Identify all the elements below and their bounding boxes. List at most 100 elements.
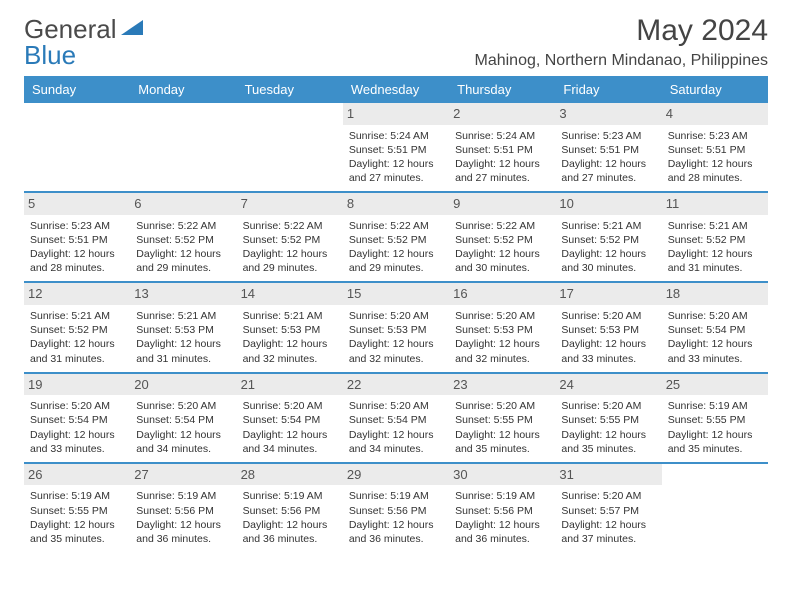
- sunrise-text: Sunrise: 5:19 AM: [136, 489, 230, 503]
- daylight-text: Daylight: 12 hours and 34 minutes.: [349, 428, 443, 456]
- date-number: 25: [662, 374, 768, 396]
- date-number: 15: [343, 283, 449, 305]
- day-cell: 15Sunrise: 5:20 AMSunset: 5:53 PMDayligh…: [343, 283, 449, 371]
- day-cell: 19Sunrise: 5:20 AMSunset: 5:54 PMDayligh…: [24, 374, 130, 462]
- location-text: Mahinog, Northern Mindanao, Philippines: [474, 52, 768, 70]
- sunrise-text: Sunrise: 5:21 AM: [30, 309, 124, 323]
- date-number: 13: [130, 283, 236, 305]
- daylight-text: Daylight: 12 hours and 33 minutes.: [668, 337, 762, 365]
- empty-cell: [237, 103, 343, 191]
- day-header-wednesday: Wednesday: [343, 76, 449, 103]
- sunrise-text: Sunrise: 5:20 AM: [349, 309, 443, 323]
- date-number: 28: [237, 464, 343, 486]
- month-title: May 2024: [474, 14, 768, 48]
- date-number: 29: [343, 464, 449, 486]
- day-info: Sunrise: 5:22 AMSunset: 5:52 PMDaylight:…: [243, 219, 337, 276]
- sunset-text: Sunset: 5:55 PM: [455, 413, 549, 427]
- sunrise-text: Sunrise: 5:20 AM: [561, 309, 655, 323]
- day-info: Sunrise: 5:20 AMSunset: 5:54 PMDaylight:…: [136, 399, 230, 456]
- day-info: Sunrise: 5:24 AMSunset: 5:51 PMDaylight:…: [455, 129, 549, 186]
- date-number: 22: [343, 374, 449, 396]
- sunset-text: Sunset: 5:53 PM: [561, 323, 655, 337]
- sunset-text: Sunset: 5:54 PM: [349, 413, 443, 427]
- day-info: Sunrise: 5:23 AMSunset: 5:51 PMDaylight:…: [668, 129, 762, 186]
- sunrise-text: Sunrise: 5:22 AM: [136, 219, 230, 233]
- date-number: 7: [237, 193, 343, 215]
- sunrise-text: Sunrise: 5:20 AM: [30, 399, 124, 413]
- sunset-text: Sunset: 5:52 PM: [349, 233, 443, 247]
- sunrise-text: Sunrise: 5:23 AM: [30, 219, 124, 233]
- day-header-monday: Monday: [130, 76, 236, 103]
- sunset-text: Sunset: 5:54 PM: [243, 413, 337, 427]
- sunset-text: Sunset: 5:56 PM: [243, 504, 337, 518]
- sunset-text: Sunset: 5:56 PM: [136, 504, 230, 518]
- day-cell: 25Sunrise: 5:19 AMSunset: 5:55 PMDayligh…: [662, 374, 768, 462]
- day-cell: 6Sunrise: 5:22 AMSunset: 5:52 PMDaylight…: [130, 193, 236, 281]
- day-info: Sunrise: 5:19 AMSunset: 5:56 PMDaylight:…: [243, 489, 337, 546]
- date-number: 18: [662, 283, 768, 305]
- sunrise-text: Sunrise: 5:20 AM: [668, 309, 762, 323]
- day-cell: 12 Sunrise: 5:21 AMSunset: 5:52 PMDayligh…: [24, 283, 130, 371]
- daylight-text: Daylight: 12 hours and 33 minutes.: [30, 428, 124, 456]
- sunrise-text: Sunrise: 5:20 AM: [243, 399, 337, 413]
- daylight-text: Daylight: 12 hours and 35 minutes.: [455, 428, 549, 456]
- day-info: Sunrise: 5:24 AMSunset: 5:51 PMDaylight:…: [349, 129, 443, 186]
- day-cell: 18Sunrise: 5:20 AMSunset: 5:54 PMDayligh…: [662, 283, 768, 371]
- date-number: 19: [24, 374, 130, 396]
- day-cell: 2Sunrise: 5:24 AMSunset: 5:51 PMDaylight…: [449, 103, 555, 191]
- logo-blue-wrap: Blue: [24, 40, 76, 71]
- date-number: 21: [237, 374, 343, 396]
- sunrise-text: Sunrise: 5:19 AM: [455, 489, 549, 503]
- day-info: Sunrise: 5:19 AMSunset: 5:55 PMDaylight:…: [30, 489, 124, 546]
- date-number: 12: [24, 283, 130, 305]
- date-number: 24: [555, 374, 661, 396]
- daylight-text: Daylight: 12 hours and 28 minutes.: [668, 157, 762, 185]
- sunset-text: Sunset: 5:55 PM: [561, 413, 655, 427]
- sunset-text: Sunset: 5:52 PM: [668, 233, 762, 247]
- daylight-text: Daylight: 12 hours and 30 minutes.: [561, 247, 655, 275]
- date-number: 27: [130, 464, 236, 486]
- sunrise-text: Sunrise: 5:23 AM: [561, 129, 655, 143]
- calendar: SundayMondayTuesdayWednesdayThursdayFrid…: [24, 76, 768, 552]
- sunrise-text: Sunrise: 5:23 AM: [668, 129, 762, 143]
- week-row: 5Sunrise: 5:23 AMSunset: 5:51 PMDaylight…: [24, 191, 768, 281]
- week-row: 26Sunrise: 5:19 AMSunset: 5:55 PMDayligh…: [24, 462, 768, 552]
- day-info: Sunrise: 5:21 AMSunset: 5:52 PMDaylight:…: [30, 309, 124, 366]
- day-info: Sunrise: 5:20 AMSunset: 5:54 PMDaylight:…: [243, 399, 337, 456]
- daylight-text: Daylight: 12 hours and 31 minutes.: [136, 337, 230, 365]
- empty-cell: [24, 103, 130, 191]
- day-cell: 1Sunrise: 5:24 AMSunset: 5:51 PMDaylight…: [343, 103, 449, 191]
- date-number: 14: [237, 283, 343, 305]
- day-cell: 7 Sunrise: 5:22 AMSunset: 5:52 PMDaylight…: [237, 193, 343, 281]
- date-number: 3: [555, 103, 661, 125]
- sunset-text: Sunset: 5:53 PM: [243, 323, 337, 337]
- day-info: Sunrise: 5:20 AMSunset: 5:55 PMDaylight:…: [455, 399, 549, 456]
- day-info: Sunrise: 5:20 AMSunset: 5:57 PMDaylight:…: [561, 489, 655, 546]
- day-header-tuesday: Tuesday: [237, 76, 343, 103]
- day-cell: 26Sunrise: 5:19 AMSunset: 5:55 PMDayligh…: [24, 464, 130, 552]
- sunset-text: Sunset: 5:53 PM: [455, 323, 549, 337]
- week-row: 1Sunrise: 5:24 AMSunset: 5:51 PMDaylight…: [24, 103, 768, 191]
- week-row: 19Sunrise: 5:20 AMSunset: 5:54 PMDayligh…: [24, 372, 768, 462]
- daylight-text: Daylight: 12 hours and 32 minutes.: [455, 337, 549, 365]
- header: General May 2024 Mahinog, Northern Minda…: [24, 14, 768, 70]
- day-info: Sunrise: 5:20 AMSunset: 5:53 PMDaylight:…: [561, 309, 655, 366]
- day-header-thursday: Thursday: [449, 76, 555, 103]
- sunrise-text: Sunrise: 5:21 AM: [136, 309, 230, 323]
- day-info: Sunrise: 5:20 AMSunset: 5:55 PMDaylight:…: [561, 399, 655, 456]
- sunset-text: Sunset: 5:51 PM: [668, 143, 762, 157]
- logo-text-blue: Blue: [24, 40, 76, 70]
- day-header-sunday: Sunday: [24, 76, 130, 103]
- day-cell: 22 Sunrise: 5:20 AMSunset: 5:54 PMDayligh…: [343, 374, 449, 462]
- daylight-text: Daylight: 12 hours and 34 minutes.: [136, 428, 230, 456]
- sunset-text: Sunset: 5:55 PM: [668, 413, 762, 427]
- daylight-text: Daylight: 12 hours and 33 minutes.: [561, 337, 655, 365]
- daylight-text: Daylight: 12 hours and 28 minutes.: [30, 247, 124, 275]
- empty-cell: [662, 464, 768, 552]
- day-cell: 23Sunrise: 5:20 AMSunset: 5:55 PMDayligh…: [449, 374, 555, 462]
- day-info: Sunrise: 5:20 AMSunset: 5:54 PMDaylight:…: [349, 399, 443, 456]
- weeks-container: 1Sunrise: 5:24 AMSunset: 5:51 PMDaylight…: [24, 103, 768, 552]
- day-cell: 21 Sunrise: 5:20 AMSunset: 5:54 PMDayligh…: [237, 374, 343, 462]
- date-number: 11: [662, 193, 768, 215]
- sunrise-text: Sunrise: 5:20 AM: [561, 399, 655, 413]
